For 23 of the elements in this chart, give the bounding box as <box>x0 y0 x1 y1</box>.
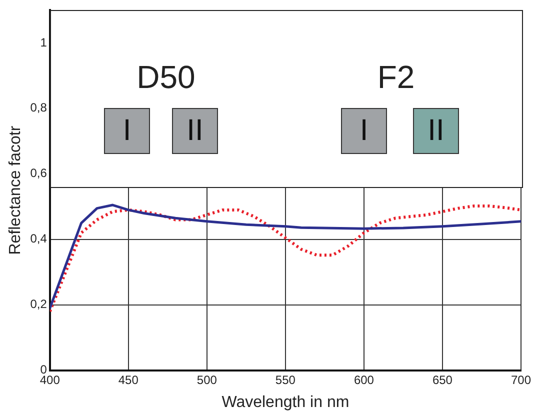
y-tick-label: 0,2 <box>30 297 48 312</box>
swatch-square: I <box>104 108 150 154</box>
y-tick-label: 0,8 <box>30 100 48 115</box>
x-tick-label: 450 <box>118 372 139 387</box>
annotation: II <box>186 114 204 147</box>
x-tick-label: 600 <box>354 372 374 387</box>
y-axis-title: Reflectance facotr <box>7 125 24 255</box>
y-tick-label: 0,4 <box>30 232 48 246</box>
annotation: I <box>360 114 368 147</box>
x-tick-label: 700 <box>510 372 532 387</box>
annotation: II <box>428 114 444 147</box>
y-tick-label: 0,6 <box>30 166 48 180</box>
x-tick-label: 650 <box>432 372 453 387</box>
swatch-square: I <box>340 108 387 154</box>
x-tick-label: 500 <box>196 372 218 387</box>
annotation: I <box>122 114 132 147</box>
x-axis-title: Wavelength in nm <box>222 394 350 411</box>
y-tick-label: 1 <box>40 35 48 50</box>
annotation: F2 <box>377 58 415 95</box>
annotation: D50 <box>136 58 196 95</box>
swatch-square: II <box>172 108 218 154</box>
swatch-square: II <box>412 108 459 154</box>
x-tick-label: 550 <box>275 372 296 387</box>
